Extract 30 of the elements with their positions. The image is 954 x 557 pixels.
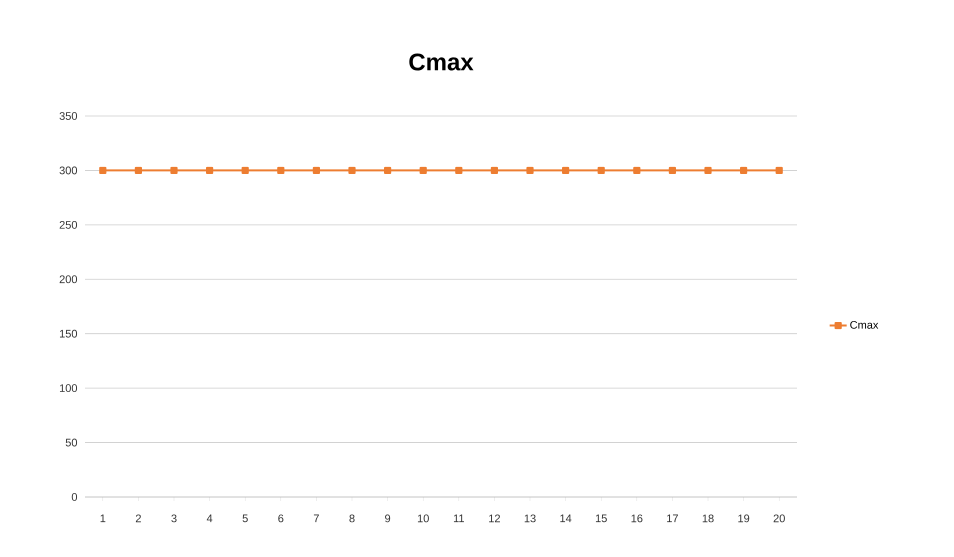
y-tick-label: 350 <box>60 112 78 120</box>
y-tick-label: 150 <box>60 330 78 338</box>
chart-title: Cmax <box>409 54 474 70</box>
x-tick-label: 13 <box>524 514 536 522</box>
x-tick-label: 15 <box>596 514 607 522</box>
x-tick-label: 18 <box>702 514 714 522</box>
x-tick-label: 5 <box>242 514 248 522</box>
x-tick-label: 1 <box>100 514 106 522</box>
x-tick-label: 2 <box>136 514 141 522</box>
y-tick-label: 50 <box>66 438 78 446</box>
x-tick-label: 12 <box>489 514 500 522</box>
y-tick-label: 200 <box>60 275 78 284</box>
x-tick-label: 17 <box>667 514 678 522</box>
x-tick-label: 6 <box>278 514 284 522</box>
x-tick-label: 4 <box>206 514 212 522</box>
x-tick-label: 19 <box>738 514 750 522</box>
x-tick-label: 8 <box>349 514 355 522</box>
x-tick-label: 11 <box>454 514 464 522</box>
y-tick-label: 250 <box>60 220 78 229</box>
legend-label: Cmax <box>850 320 878 329</box>
x-tick-label: 3 <box>171 514 177 522</box>
y-tick-label: 0 <box>72 493 78 501</box>
x-tick-label: 7 <box>314 514 319 522</box>
y-tick-label: 300 <box>60 166 78 174</box>
x-tick-label: 10 <box>418 514 429 522</box>
x-tick-label: 9 <box>385 514 390 522</box>
x-tick-label: 20 <box>774 514 785 522</box>
y-tick-label: 100 <box>60 384 78 392</box>
x-tick-label: 14 <box>560 514 572 522</box>
x-tick-label: 16 <box>632 514 642 522</box>
